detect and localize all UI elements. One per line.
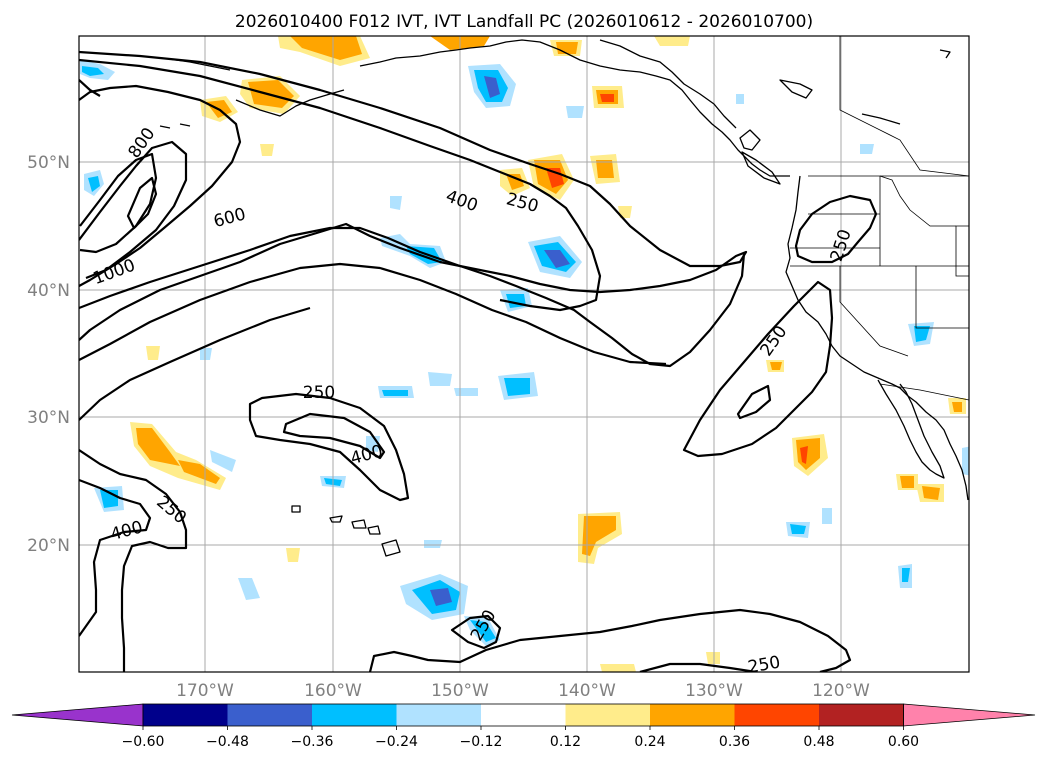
colorbar-tick-label: −0.48 bbox=[206, 734, 249, 750]
lat-label: 30°N bbox=[27, 408, 70, 428]
contour-label: 250 bbox=[746, 652, 781, 677]
colorbar-segment bbox=[734, 704, 820, 726]
contour-label-group: 800 1000 600 400 250 250 250 250 250 400… bbox=[91, 124, 856, 677]
lon-label: 130°W bbox=[685, 681, 743, 701]
colorbar-segment bbox=[227, 704, 313, 726]
lat-label: 50°N bbox=[27, 153, 70, 173]
colorbar-tick-label: −0.24 bbox=[375, 734, 418, 750]
ivt-contours bbox=[79, 50, 878, 672]
colorbar-segment bbox=[650, 704, 735, 726]
colorbar-segment bbox=[143, 704, 228, 726]
longitude-labels: 170°W 160°W 150°W 140°W 130°W 120°W bbox=[176, 681, 870, 701]
borders bbox=[790, 36, 969, 401]
colorbar-tick-label: −0.12 bbox=[460, 734, 503, 750]
colorbar-extend-right bbox=[903, 703, 1036, 727]
colorbar-extend-left bbox=[11, 703, 144, 727]
lon-label: 120°W bbox=[812, 681, 870, 701]
lon-label: 170°W bbox=[176, 681, 234, 701]
map-area: 800 1000 600 400 250 250 250 250 250 400… bbox=[79, 36, 969, 677]
graticule bbox=[79, 36, 969, 672]
negative-anomaly-regions bbox=[80, 60, 969, 646]
colorbar: −0.60 −0.48 −0.36 −0.24 −0.12 0.12 0.24 0.36 0.4… bbox=[11, 703, 1036, 750]
colorbar-segment bbox=[565, 704, 651, 726]
colorbar-tick-label: 0.24 bbox=[634, 734, 665, 750]
lon-label: 160°W bbox=[304, 681, 362, 701]
map-frame bbox=[78, 35, 970, 673]
colorbar-segment bbox=[312, 704, 397, 726]
colorbar-tick-label: 0.60 bbox=[888, 734, 919, 750]
colorbar-tick-label: 0.48 bbox=[803, 734, 834, 750]
colorbar-tick-label: −0.60 bbox=[122, 734, 165, 750]
colorbar-tick-label: 0.12 bbox=[550, 734, 581, 750]
coastlines bbox=[159, 39, 969, 557]
colorbar-frame bbox=[142, 703, 904, 727]
lat-label: 40°N bbox=[27, 281, 70, 301]
colorbar-segment bbox=[481, 704, 566, 726]
map-title: 2026010400 F012 IVT, IVT Landfall PC (20… bbox=[235, 12, 813, 32]
colorbar-tick-label: −0.36 bbox=[291, 734, 334, 750]
lat-label: 20°N bbox=[27, 536, 70, 556]
ivt-anomaly-shading bbox=[80, 36, 969, 672]
colorbar-segment bbox=[396, 704, 482, 726]
lon-label: 140°W bbox=[558, 681, 616, 701]
contour-label: 250 bbox=[303, 383, 335, 403]
colorbar-tick-label: 0.36 bbox=[719, 734, 750, 750]
latitude-labels: 50°N 40°N 30°N 20°N bbox=[27, 153, 70, 556]
colorbar-segment bbox=[819, 704, 904, 726]
lon-label: 150°W bbox=[431, 681, 489, 701]
positive-anomaly-regions bbox=[130, 36, 966, 672]
